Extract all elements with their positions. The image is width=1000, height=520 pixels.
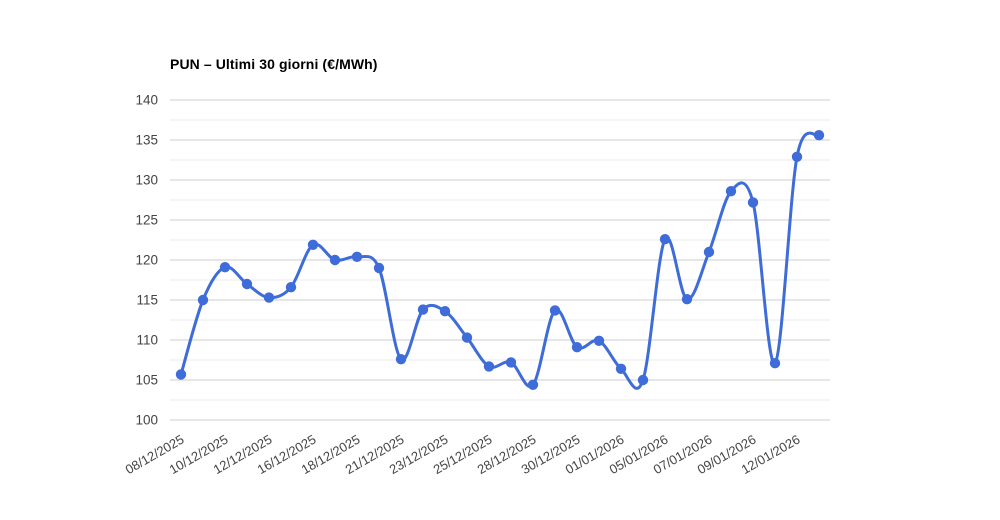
data-point (395, 354, 407, 365)
data-point (351, 251, 363, 262)
data-point (461, 332, 473, 343)
data-point (197, 294, 209, 306)
data-point (703, 246, 715, 258)
data-point (307, 239, 319, 250)
data-point (549, 305, 561, 316)
data-point (637, 374, 649, 386)
data-point (263, 292, 275, 303)
data-point (175, 369, 187, 380)
data-point (791, 151, 803, 162)
data-point (769, 358, 781, 369)
chart-title: PUN – Ultimi 30 giorni (€/MWh) (170, 56, 378, 72)
data-point (417, 304, 429, 315)
y-tick-label: 120 (135, 253, 158, 268)
data-point (373, 262, 385, 274)
data-point (527, 379, 539, 390)
data-point (241, 278, 253, 290)
y-tick-label: 125 (135, 213, 158, 228)
data-point (813, 130, 825, 141)
data-point (329, 254, 341, 266)
x-axis-labels: 08/12/202510/12/202512/12/202516/12/2025… (123, 432, 803, 478)
line-series (179, 131, 821, 390)
data-points (175, 130, 825, 390)
data-point (747, 197, 759, 208)
gridlines-major (170, 99, 830, 421)
y-tick-label: 115 (136, 293, 158, 308)
data-point (285, 282, 297, 293)
data-point (593, 335, 605, 346)
data-point (659, 234, 671, 245)
data-point (615, 363, 627, 374)
series-path (179, 131, 821, 390)
data-point (505, 357, 517, 368)
y-tick-label: 140 (135, 93, 158, 108)
y-tick-label: 130 (135, 173, 158, 188)
y-axis-labels: 100 105 110 115 120 125 130 135 140 (135, 93, 158, 428)
data-point (219, 262, 231, 273)
y-tick-label: 110 (136, 333, 158, 348)
data-point (571, 342, 583, 353)
y-tick-label: 105 (135, 373, 158, 388)
data-point (681, 294, 693, 305)
y-tick-label: 100 (135, 413, 158, 428)
data-point (483, 361, 495, 372)
data-point (439, 306, 451, 317)
y-tick-label: 135 (135, 133, 158, 148)
data-point (725, 186, 737, 197)
gridlines-minor (170, 119, 830, 401)
